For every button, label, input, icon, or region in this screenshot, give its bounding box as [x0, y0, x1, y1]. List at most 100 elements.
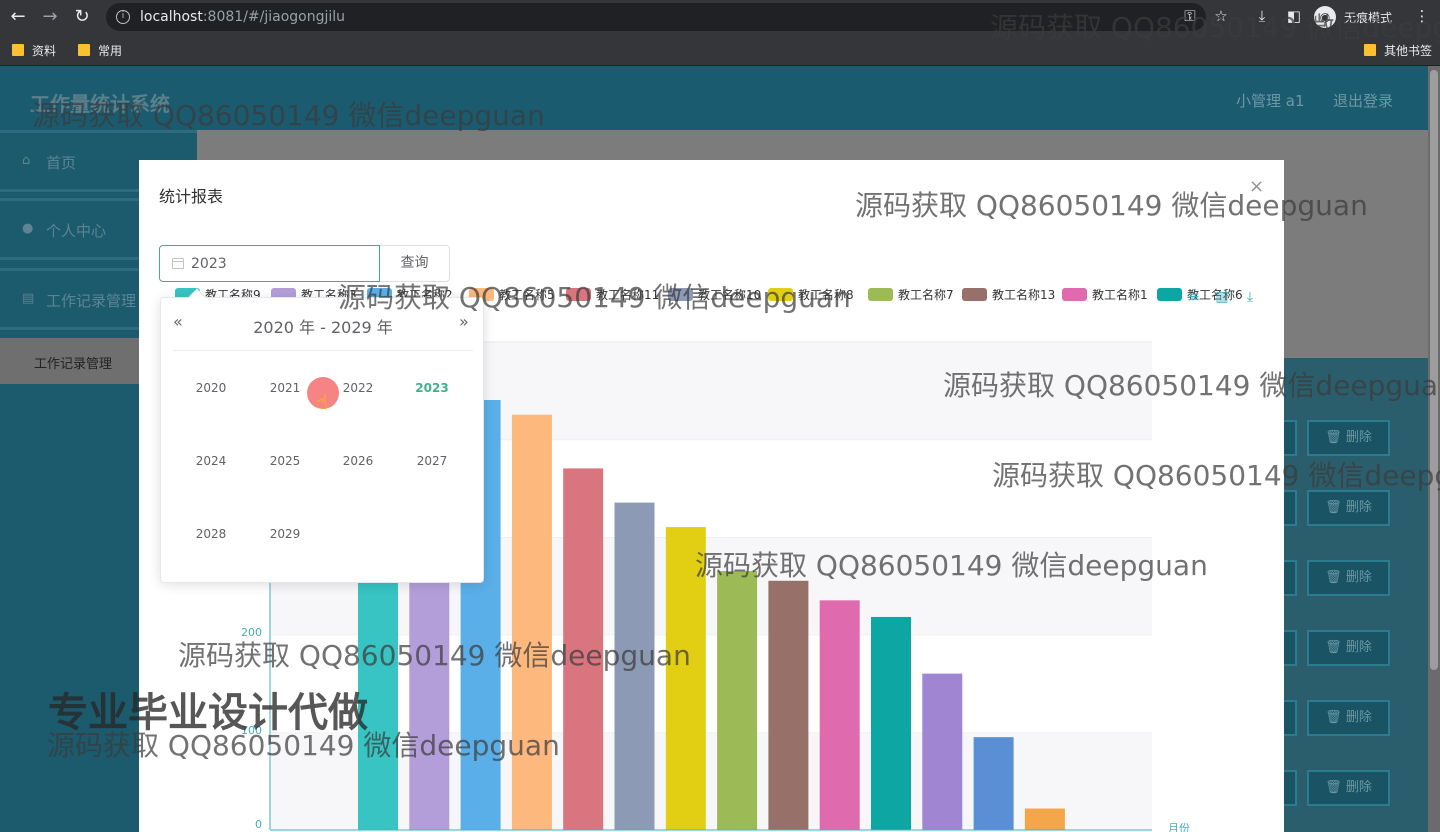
bar: [768, 580, 809, 830]
delete-button[interactable]: 🗑 删除: [1307, 630, 1390, 666]
year-cell[interactable]: 2026: [342, 454, 374, 468]
key-icon[interactable]: ⚿: [1184, 7, 1196, 25]
calendar-icon: [172, 258, 184, 269]
page-scrollbar[interactable]: [1428, 66, 1440, 832]
delete-button[interactable]: 🗑 删除: [1307, 560, 1390, 596]
url-text: localhost:8081/#/jiaogongjilu: [140, 9, 346, 25]
scrollbar-thumb[interactable]: [1430, 70, 1438, 670]
edit-button[interactable]: [1284, 490, 1297, 526]
save-image-icon[interactable]: ⤓: [1246, 289, 1254, 305]
y-tick-label: 200: [241, 626, 262, 639]
edit-button[interactable]: [1284, 770, 1297, 806]
edit-button[interactable]: [1284, 560, 1297, 596]
year-input[interactable]: 2023: [159, 245, 380, 282]
y-tick-label: 100: [241, 724, 262, 737]
plot-band: [270, 732, 1152, 830]
site-info-icon[interactable]: i: [116, 10, 130, 24]
year-cell[interactable]: 2022: [342, 381, 374, 395]
other-bookmarks[interactable]: 其他书签: [1364, 42, 1432, 58]
year-input-value: 2023: [191, 256, 227, 272]
back-icon[interactable]: ←: [10, 6, 26, 27]
folder-icon: [1364, 44, 1376, 56]
legend-label: 教工名称1: [1092, 288, 1148, 302]
profile-label: 无痕模式: [1344, 11, 1393, 25]
app-title: 工作量统计系统: [30, 92, 170, 116]
edit-button[interactable]: [1284, 630, 1297, 666]
y-tick-label: 0: [255, 818, 262, 831]
bar: [614, 502, 655, 830]
next-decade-icon[interactable]: »: [459, 312, 469, 331]
menu-icon[interactable]: ⋮: [1414, 7, 1430, 25]
dialog-title: 统计报表: [159, 187, 224, 206]
star-icon[interactable]: ☆: [1214, 7, 1228, 25]
legend-label: 教工名称6: [1187, 288, 1243, 302]
folder-icon: [12, 44, 24, 56]
legend-label: 教工名称8: [798, 288, 854, 302]
forward-icon[interactable]: →: [42, 6, 58, 27]
browser-toolbar: ← → ↻ i localhost:8081/#/jiaogongjilu ⚿ …: [0, 0, 1440, 34]
bookmark-folder[interactable]: 资料: [12, 42, 56, 58]
legend-label: 教工名称5: [499, 288, 555, 302]
legend-label: 教工名称7: [898, 288, 954, 302]
app-header: 工作量统计系统 小管理 a1 退出登录: [0, 66, 1440, 130]
close-icon[interactable]: ×: [1249, 176, 1265, 197]
legend-swatch: [668, 288, 693, 301]
delete-button[interactable]: 🗑 删除: [1307, 490, 1390, 526]
legend-label: 教工名称13: [992, 288, 1056, 302]
current-user: 小管理 a1: [1236, 92, 1305, 110]
clipboard-icon: ▤: [22, 291, 35, 306]
bar: [563, 468, 604, 830]
folder-icon: [78, 44, 90, 56]
edit-button[interactable]: [1284, 420, 1297, 456]
legend-swatch: [962, 288, 987, 301]
year-cell[interactable]: 2023: [415, 381, 449, 395]
legend-label: 教工名称10: [698, 288, 762, 302]
sidebar-item-work-records[interactable]: ▤ 工作记录管理: [0, 268, 197, 330]
edit-button[interactable]: [1284, 700, 1297, 736]
user-icon: ●: [22, 221, 34, 236]
home-icon: ⌂: [22, 153, 31, 168]
sidebar-item-home[interactable]: ⌂ 首页: [0, 130, 197, 192]
bookmark-folder[interactable]: 常用: [78, 42, 122, 58]
legend-swatch: [768, 288, 793, 301]
incognito-icon: ◉: [1314, 6, 1336, 28]
legend-swatch: [1062, 288, 1087, 301]
data-view-icon[interactable]: ≡: [1188, 289, 1200, 305]
address-bar[interactable]: i localhost:8081/#/jiaogongjilu: [106, 3, 1206, 31]
sidebar-item-profile[interactable]: ● 个人中心: [0, 198, 197, 260]
reload-icon[interactable]: ↻: [74, 6, 90, 27]
delete-button[interactable]: 🗑 删除: [1307, 770, 1390, 806]
picker-header: 2020 年 - 2029 年: [253, 318, 393, 337]
delete-button[interactable]: 🗑 删除: [1307, 700, 1390, 736]
year-cell[interactable]: 2021: [269, 381, 301, 395]
sidebar-item-label: 个人中心: [46, 222, 107, 240]
bar: [922, 673, 963, 830]
download-icon[interactable]: ⤓: [1258, 7, 1266, 25]
bar: [973, 737, 1014, 830]
bar: [1024, 808, 1065, 830]
bar-switch-icon[interactable]: ▥: [1215, 289, 1229, 305]
year-cell[interactable]: 2025: [269, 454, 301, 468]
hand-cursor-icon: ☝: [316, 390, 329, 414]
sidebar-item-label: 工作记录管理: [46, 292, 137, 310]
year-cell[interactable]: 2027: [416, 454, 448, 468]
delete-button[interactable]: 🗑 删除: [1307, 420, 1390, 456]
legend-swatch: [868, 288, 893, 301]
prev-decade-icon[interactable]: «: [173, 312, 183, 331]
plot-band: [270, 634, 1152, 733]
bar: [511, 414, 552, 830]
year-cell[interactable]: 2020: [195, 381, 227, 395]
picker-divider: [173, 350, 473, 351]
click-indicator: [307, 377, 339, 409]
year-cell[interactable]: 2029: [269, 527, 301, 541]
watermark-big: 专业毕业设计代做: [48, 690, 368, 736]
logout-link[interactable]: 退出登录: [1333, 92, 1394, 110]
year-cell[interactable]: 2028: [195, 527, 227, 541]
year-cell[interactable]: 2024: [195, 454, 227, 468]
sidebar-item-label: 首页: [46, 154, 77, 172]
bar: [871, 616, 911, 830]
bookmarks-bar: 资料 常用 其他书签: [0, 34, 1440, 66]
query-button[interactable]: 查询: [380, 245, 450, 282]
sidepanel-icon[interactable]: ◧: [1286, 7, 1302, 25]
bar: [665, 527, 706, 830]
